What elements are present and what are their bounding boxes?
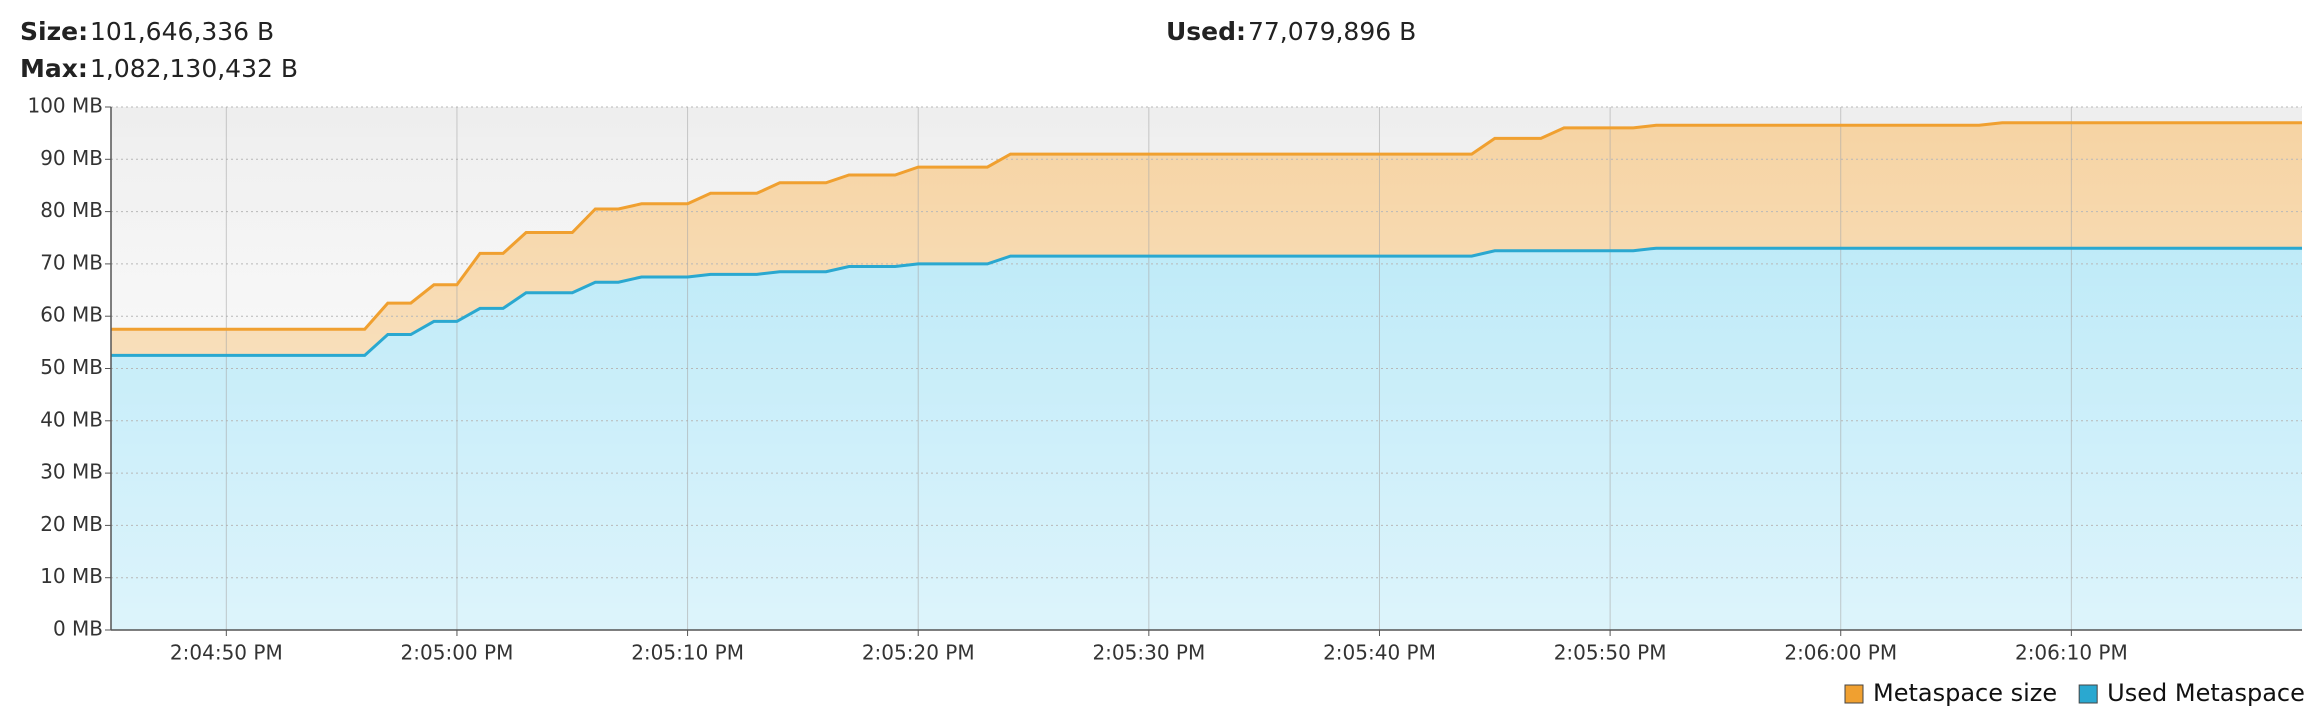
x-tick-label: 2:06:10 PM	[2015, 641, 2128, 665]
x-tick-label: 2:05:30 PM	[1092, 641, 1205, 665]
y-tick-label: 10 MB	[40, 564, 103, 588]
y-tick-label: 90 MB	[40, 146, 103, 170]
used-value: 77,079,896 B	[1248, 17, 1416, 46]
y-tick-label: 60 MB	[40, 303, 103, 327]
x-tick-label: 2:05:20 PM	[862, 641, 975, 665]
y-tick-label: 0 MB	[53, 617, 103, 641]
x-tick-label: 2:05:50 PM	[1554, 641, 1667, 665]
size-label: Size:	[20, 17, 88, 46]
used-label: Used:	[1166, 17, 1246, 46]
legend-label: Metaspace size	[1873, 679, 2057, 707]
legend-label: Used Metaspace	[2107, 679, 2305, 707]
x-tick-label: 2:05:10 PM	[631, 641, 744, 665]
x-tick-label: 2:05:00 PM	[401, 641, 514, 665]
y-tick-label: 50 MB	[40, 355, 103, 379]
size-value: 101,646,336 B	[90, 17, 274, 46]
x-tick-label: 2:04:50 PM	[170, 641, 283, 665]
legend-swatch	[2078, 684, 2098, 704]
legend-swatch	[1844, 684, 1864, 704]
y-tick-label: 80 MB	[40, 198, 103, 222]
y-tick-label: 100 MB	[27, 94, 103, 118]
max-label: Max:	[20, 54, 88, 83]
y-tick-label: 20 MB	[40, 512, 103, 536]
series-line	[111, 121, 2302, 331]
y-tick-label: 40 MB	[40, 407, 103, 431]
max-value: 1,082,130,432 B	[90, 54, 298, 83]
y-tick-label: 70 MB	[40, 250, 103, 274]
series-line	[111, 246, 2302, 357]
y-tick-label: 30 MB	[40, 460, 103, 484]
x-tick-label: 2:06:00 PM	[1784, 641, 1897, 665]
x-tick-label: 2:05:40 PM	[1323, 641, 1436, 665]
